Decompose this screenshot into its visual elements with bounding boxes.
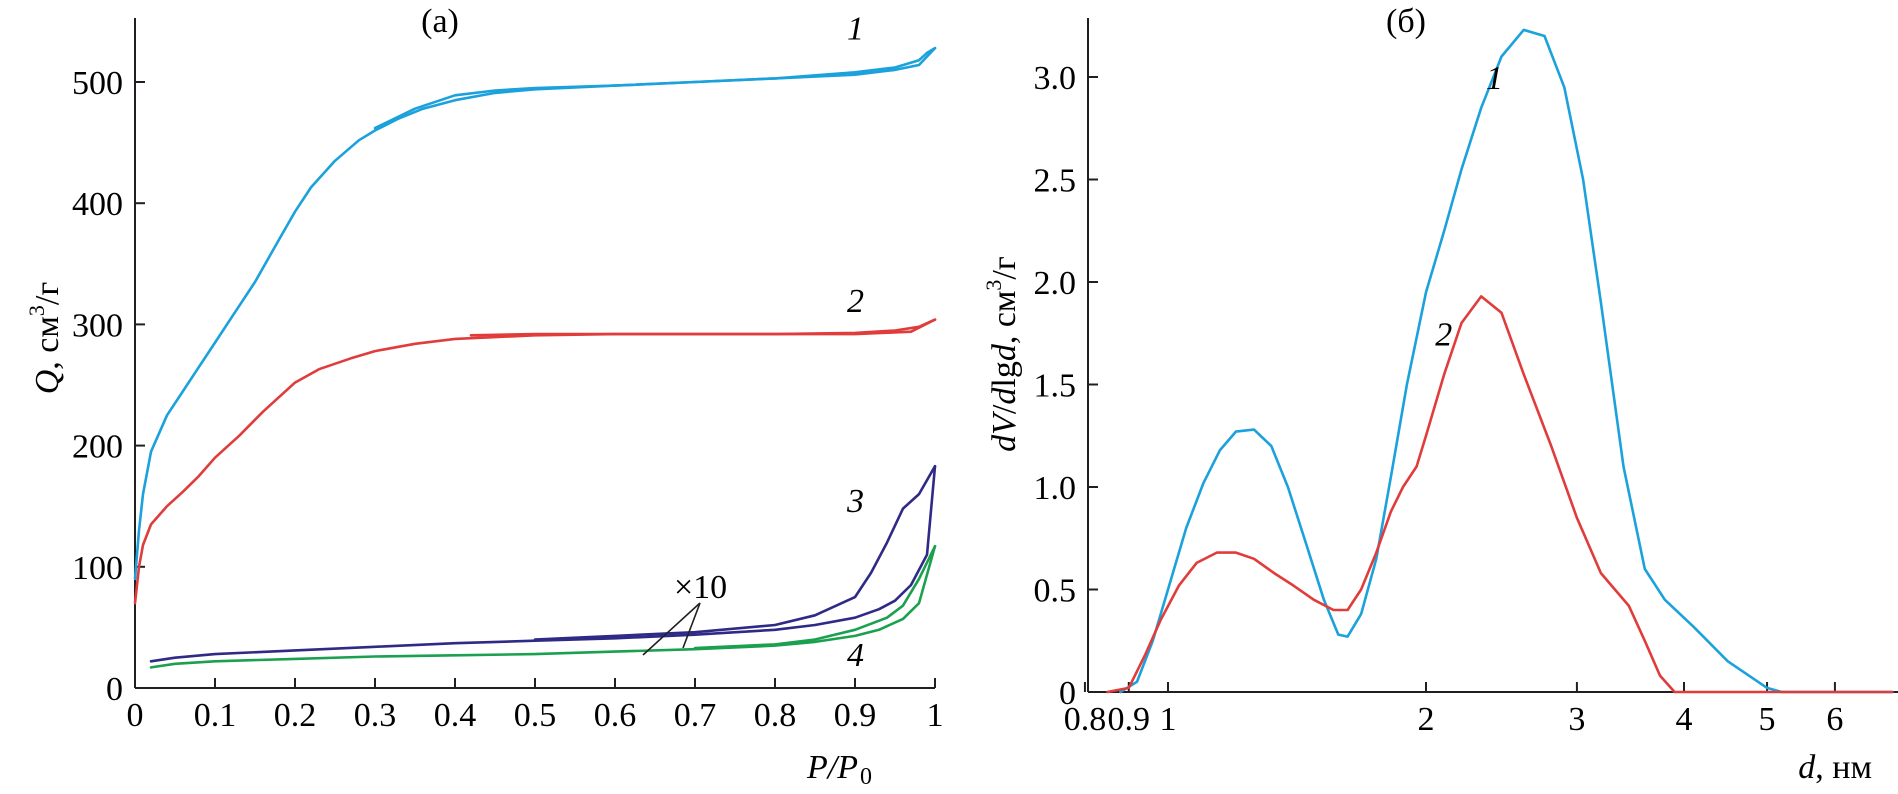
panel-b-y-tick-label: 1.5 [1034, 368, 1077, 405]
panel-b-y-tick-label: 2.0 [1034, 265, 1077, 302]
series-label-3: 3 [846, 483, 864, 520]
panel-a-y-tick-label: 200 [72, 429, 123, 466]
panel-b-y-tick-label: 3.0 [1034, 60, 1077, 97]
panel-a-x-label: P/P [806, 749, 858, 786]
panel-b-x-tick-label: 4 [1676, 701, 1693, 738]
panel-a-x-tick-label: 0 [127, 697, 144, 734]
panel-a-y-tick-label: 0 [106, 671, 123, 708]
series-label-4: 4 [847, 637, 864, 674]
isotherm-desorption-2 [469, 318, 937, 337]
panel-b-x-tick-label: 5 [1759, 701, 1776, 738]
series-label-2: 2 [847, 283, 864, 320]
panel-a-y-tick-label: 100 [72, 550, 123, 587]
panel-a-x-tick-label: 0.5 [514, 697, 557, 734]
annotation-pointer-line-1 [642, 602, 701, 656]
panel-a-isotherms: (а) 0 0.1 0.2 0.3 0.4 0.5 0.6 0.7 0.8 0.9 1 010020… [24, 3, 944, 790]
panel-b-y-tick-label: 0 [1059, 675, 1076, 712]
panel-b-x-tick-label: 0.8 [1064, 701, 1107, 738]
panel-a-x-tick-label: 0.9 [834, 697, 877, 734]
panel-b-x-label: d, нм [1798, 749, 1872, 786]
isotherm-adsorption-1 [133, 46, 937, 581]
series-label-1: 1 [847, 10, 864, 47]
panel-b-x-tick-label: 6 [1826, 701, 1843, 738]
panel-b-pore-distribution: (б) 0.8 0.9 1 2 3 4 5 6 00.51.01.52.02.53.0 12 … [981, 3, 1898, 786]
pore-distribution-curve-2 [1106, 295, 1894, 694]
pore-distribution-curve-1 [1119, 28, 1894, 694]
panel-a-x-tick-label: 0.6 [594, 697, 637, 734]
isotherm-adsorption-4 [149, 544, 937, 669]
panel-b-y-tick-label: 0.5 [1034, 573, 1077, 610]
panel-a-y-label: Q, см3/г [24, 282, 66, 395]
panel-a-x-tick-label: 0.1 [194, 697, 237, 734]
panel-b-y-tick-label: 2.5 [1034, 163, 1077, 200]
panel-a-annotation-x10: ×10 [674, 569, 727, 606]
panel-b-title: (б) [1386, 3, 1426, 40]
isotherm-desorption-3 [533, 464, 937, 641]
panel-b-x-tick-label: 1 [1160, 701, 1177, 738]
panel-a-x-tick-label: 0.7 [674, 697, 717, 734]
isotherm-desorption-1 [373, 46, 937, 130]
panel-a-x-tick-label: 0.8 [754, 697, 797, 734]
series-label-1: 1 [1486, 60, 1503, 97]
panel-a-x-label-subscript: 0 [860, 764, 872, 790]
panel-a-y-tick-label: 400 [72, 186, 123, 223]
isotherm-adsorption-3 [149, 464, 937, 663]
panel-a-title: (а) [421, 3, 459, 40]
panel-b-x-tick-label: 2 [1418, 701, 1435, 738]
annotation-pointer-line-2 [682, 602, 701, 649]
panel-a-x-tick-label: 0.2 [274, 697, 317, 734]
panel-a-y-tick-label: 300 [72, 307, 123, 344]
panel-b-y-tick-label: 1.0 [1034, 470, 1077, 507]
panel-b-x-tick-label: 3 [1568, 701, 1585, 738]
isotherm-desorption-4 [693, 544, 937, 650]
panel-a-y-tick-label: 500 [72, 65, 123, 102]
isotherm-adsorption-2 [133, 318, 937, 605]
panel-b-y-label: dV/dlgd, см3/г [981, 256, 1023, 452]
panel-a-x-tick-label: 0.3 [354, 697, 397, 734]
panel-a-x-tick-label: 0.4 [434, 697, 477, 734]
series-label-2: 2 [1435, 316, 1452, 353]
panel-a-x-tick-label: 1 [927, 697, 944, 734]
panel-b-x-tick-label: 0.9 [1108, 701, 1151, 738]
